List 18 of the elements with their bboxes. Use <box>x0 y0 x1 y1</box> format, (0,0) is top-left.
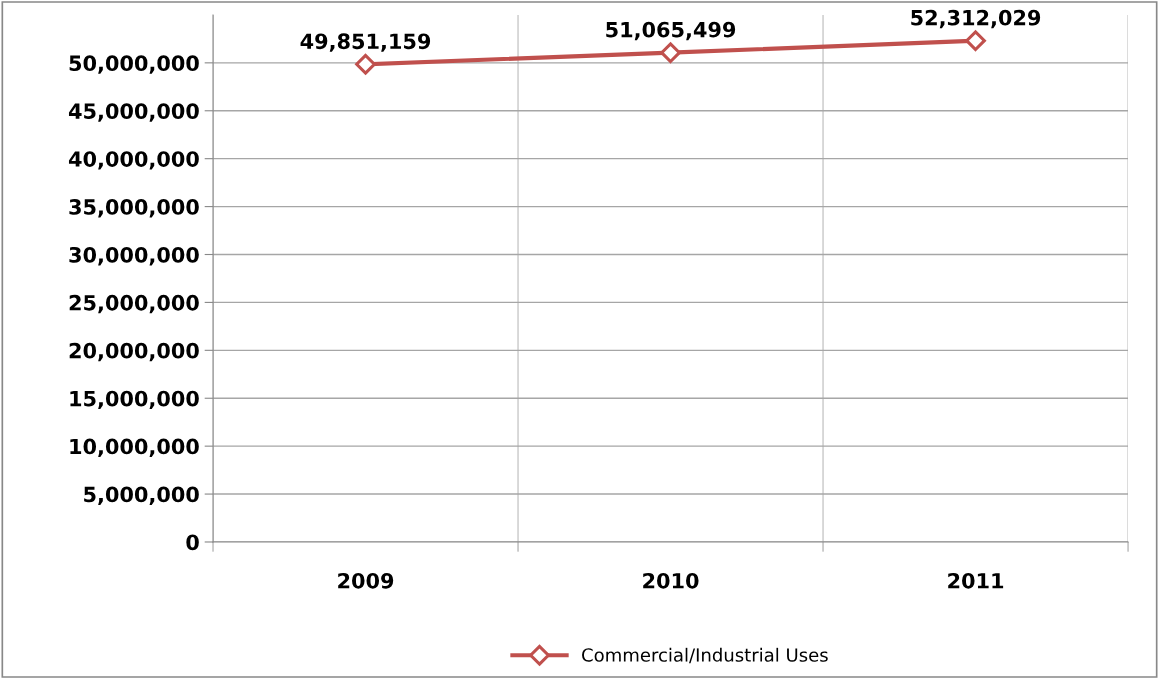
y-tick-label: 40,000,000 <box>68 151 199 170</box>
y-tick-label: 0 <box>186 534 199 551</box>
x-tick-label: 2009 <box>338 572 394 589</box>
data-label: 49,851,159 <box>300 33 431 52</box>
y-tick-label: 10,000,000 <box>70 438 199 458</box>
y-tick-label: 35,000,000 <box>69 199 199 218</box>
y-tick-label: 45,000,000 <box>68 103 199 122</box>
y-tick-label: 50,000,000 <box>69 55 199 74</box>
y-tick-label: 25,000,000 <box>69 294 199 314</box>
y-tick-label: 30,000,000 <box>69 246 199 266</box>
x-tick-label: 2010 <box>643 572 699 589</box>
x-tick-label: 2011 <box>948 572 1004 589</box>
data-label: 52,312,029 <box>911 9 1041 29</box>
legend-label: Commercial/Industrial Uses <box>582 647 828 664</box>
y-tick-label: 5,000,000 <box>84 486 199 505</box>
data-label: 51,065,499 <box>606 21 736 41</box>
y-tick-label: 20,000,000 <box>69 342 199 362</box>
y-tick-label: 15,000,000 <box>70 390 199 410</box>
